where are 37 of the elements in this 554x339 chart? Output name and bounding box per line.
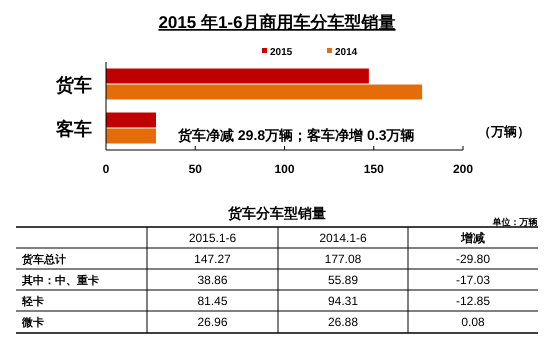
text: -12.85 — [456, 294, 490, 308]
category-label: 2015.1-6 — [188, 231, 237, 245]
chart-title: 2015 年1-6月商用车分车型销量 — [158, 13, 396, 32]
x-tick-label: 100 — [274, 162, 295, 176]
text: 0.08 — [461, 315, 485, 329]
text: 单位：万辆 — [492, 217, 538, 227]
text: 26.96 — [197, 315, 228, 329]
bar — [106, 112, 156, 128]
x-tick-label: 0 — [102, 162, 110, 176]
category-label: 货车总计 — [22, 254, 66, 266]
text: -29.80 — [456, 252, 490, 266]
text: 81.45 — [197, 294, 228, 308]
text: -17.03 — [456, 273, 490, 287]
text: 147.27 — [194, 252, 231, 266]
text: 货车分车型销量 — [227, 205, 326, 221]
y-tick-label: 客车 — [55, 119, 92, 139]
x-tick-label: 150 — [364, 162, 384, 176]
y-tick-label: 货车 — [55, 75, 92, 95]
legend-label: 2014 — [335, 47, 358, 58]
bar — [106, 68, 369, 84]
category-label: 增减 — [460, 231, 485, 245]
annotation: 货车净减 29.8万辆；客车净增 0.3万辆 — [177, 127, 414, 143]
bar — [106, 128, 156, 144]
legend-label: 2015 — [270, 47, 293, 58]
category-label: 轻卡 — [22, 296, 44, 308]
x-tick-label: 50 — [188, 162, 202, 176]
category-label: 其中：中、重卡 — [22, 275, 99, 287]
category-label: 微卡 — [22, 317, 44, 329]
text: 177.08 — [324, 252, 362, 266]
category-label: 2014.1-6 — [319, 231, 368, 245]
x-axis-title: （万辆） — [478, 124, 530, 139]
text: 55.89 — [328, 273, 358, 287]
text: 26.88 — [328, 315, 358, 329]
text: 38.86 — [197, 273, 228, 287]
bar — [106, 84, 422, 100]
x-tick-label: 200 — [452, 162, 474, 176]
text: 94.31 — [328, 294, 358, 308]
